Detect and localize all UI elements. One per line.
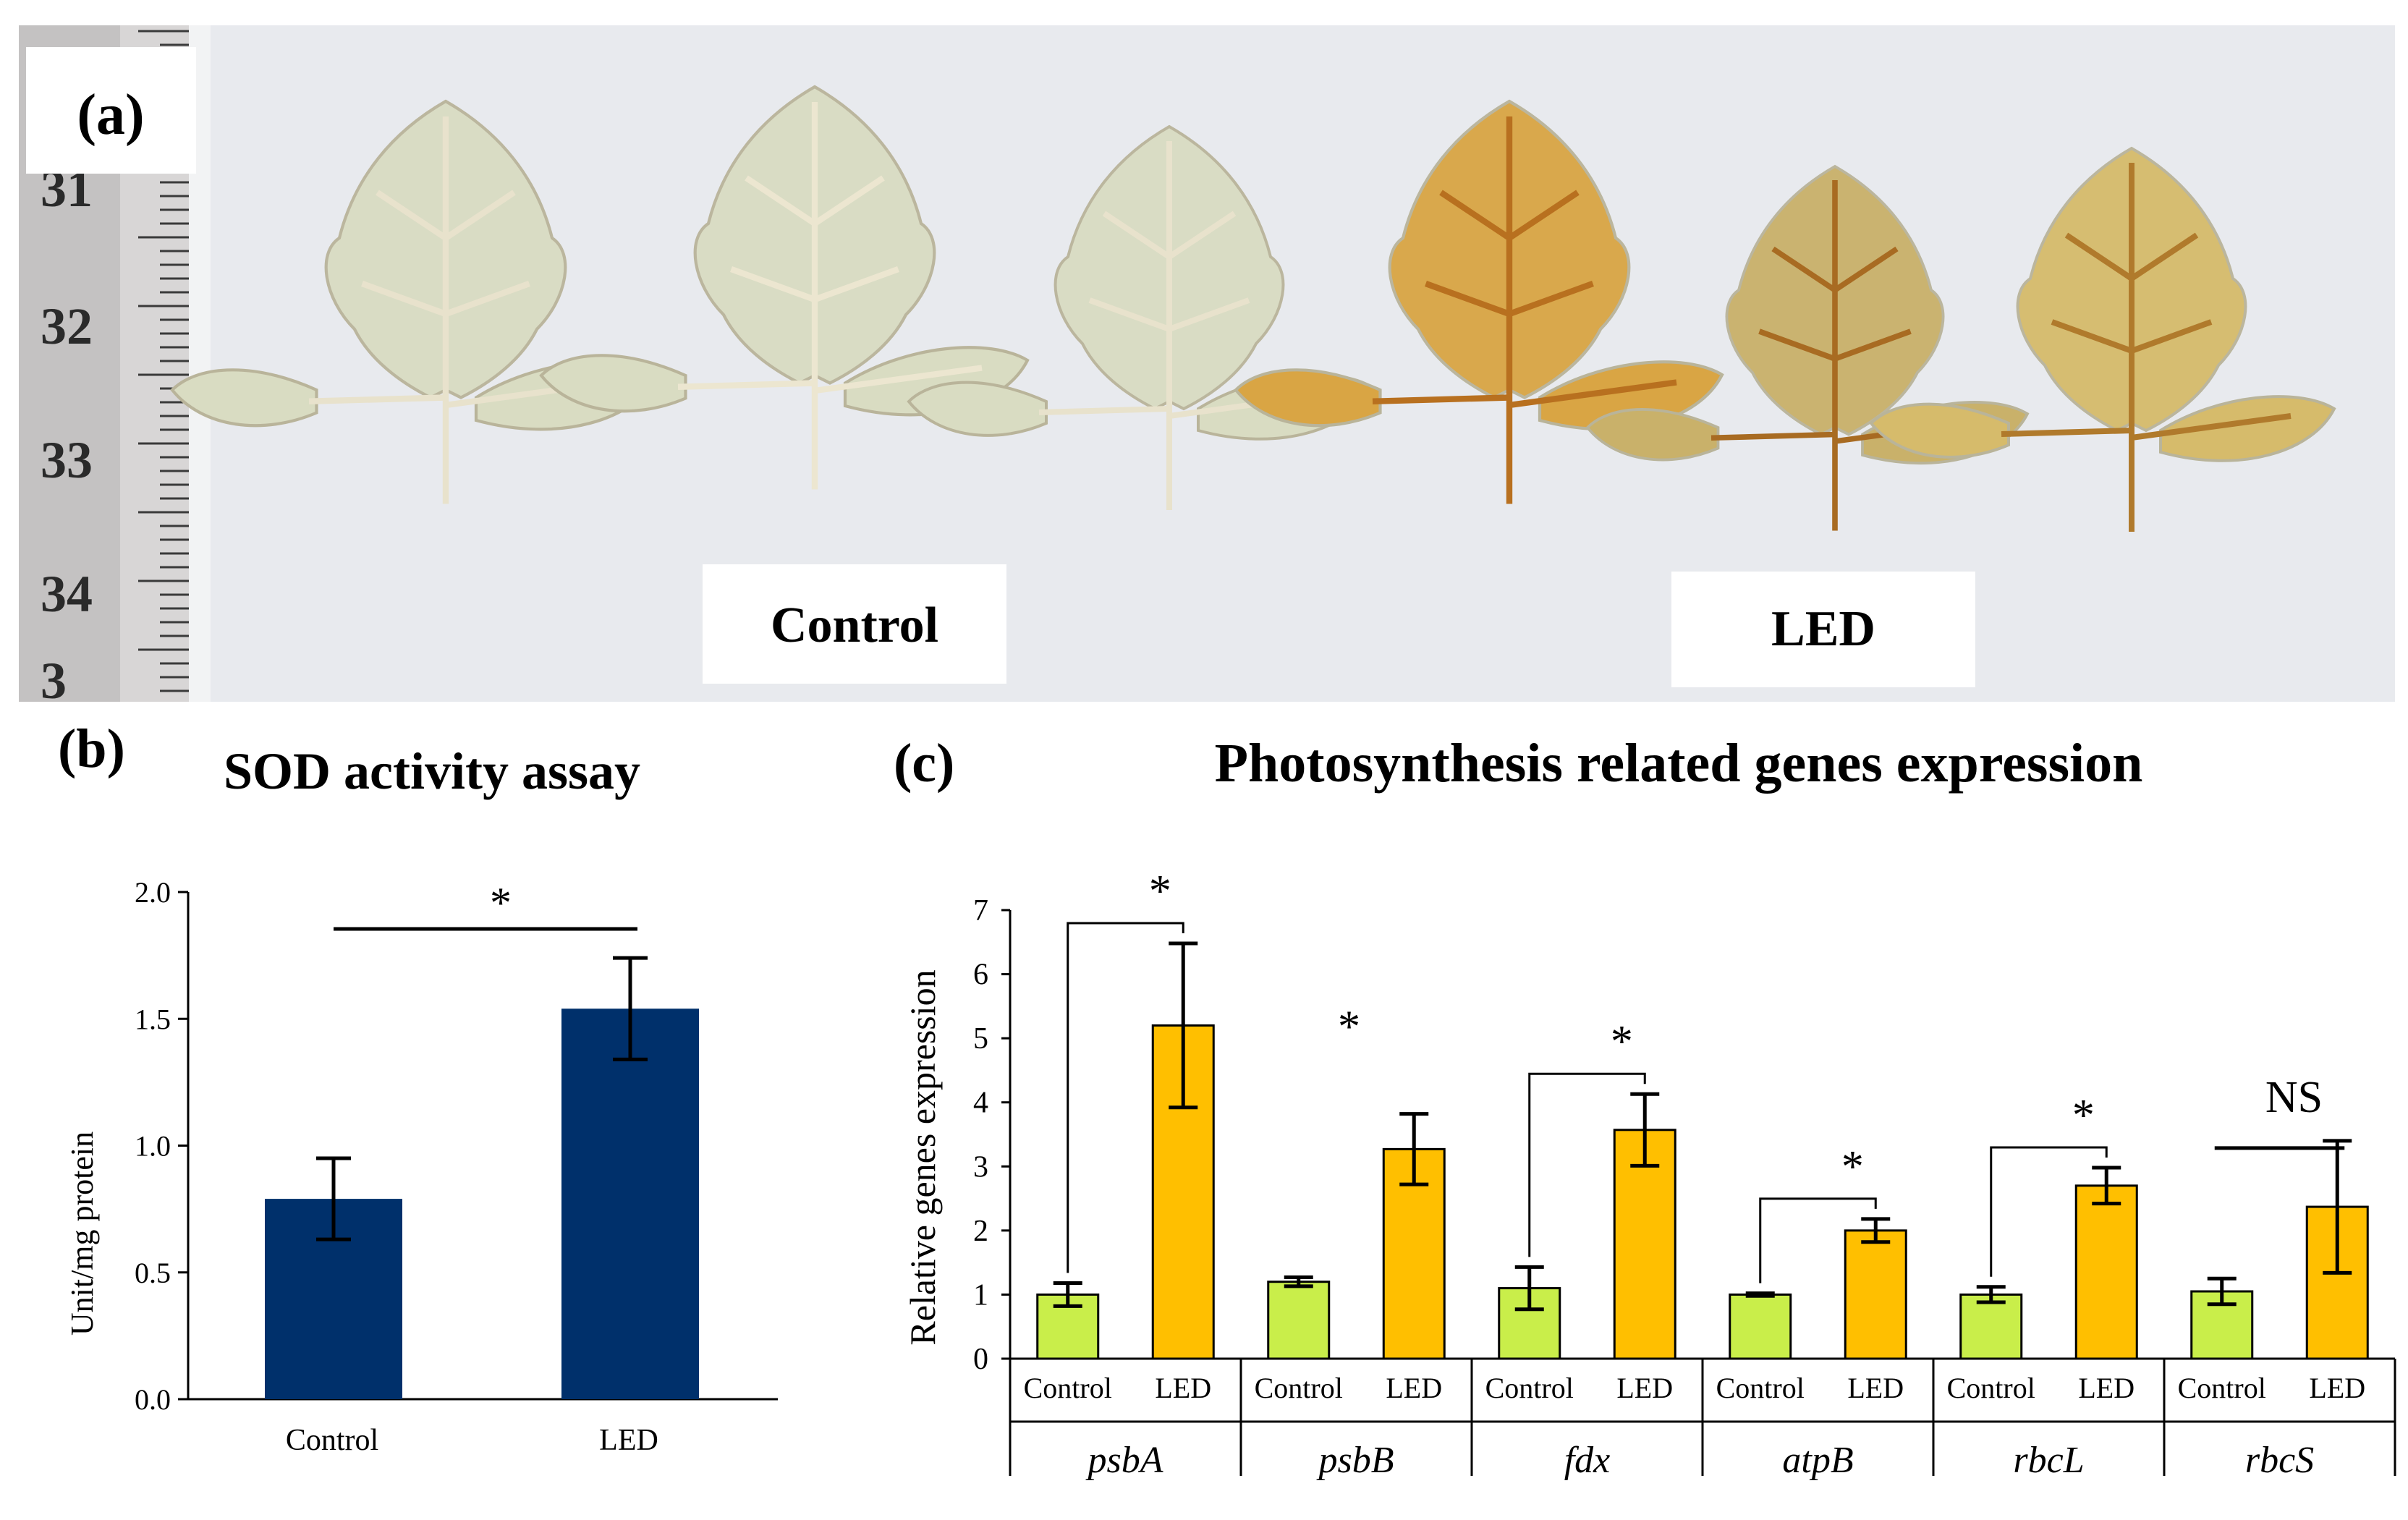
panel-b-label: (b) [58, 718, 125, 779]
y-tick-label: 2.0 [135, 876, 171, 909]
x-tick-label: Control [2178, 1372, 2266, 1404]
chart-c-marks: Control LED psbA * Control LED psbB * Control LED… [1024, 867, 2369, 1481]
significance-bracket [1990, 1146, 2108, 1277]
bar [1959, 1293, 2023, 1360]
control-label-box [703, 564, 1006, 684]
leaf [1234, 99, 1724, 504]
significance-star: * [2072, 1091, 2095, 1140]
chart-c-ylabel: Relative genes expression [902, 969, 943, 1345]
significance-star: * [1841, 1142, 1864, 1192]
panel-a-label: (a) [77, 83, 144, 147]
x-tick-label: LED [1155, 1372, 1211, 1404]
significance-star: * [1149, 867, 1171, 916]
leaflet [907, 381, 1048, 437]
chart-c-axes: 0 1 2 3 4 5 6 7 [973, 894, 2396, 1476]
x-tick-label: Control [286, 1424, 378, 1457]
significance-star: * [1611, 1017, 1633, 1066]
y-tick-label: 1 [973, 1278, 988, 1312]
significance-bracket [1759, 1197, 1877, 1283]
leaf-photo-panel: 31 32 33 34 3 (a) Control LED [19, 25, 2395, 702]
bar [1267, 1281, 1331, 1360]
significance-label: NS [2265, 1073, 2323, 1122]
x-tick-label: LED [1386, 1372, 1442, 1404]
gene-label: rbcL [2013, 1440, 2084, 1481]
led-label-box [1671, 572, 1975, 687]
leaf-vein [677, 102, 983, 490]
chart-b-marks: Control LED * [265, 879, 699, 1457]
leaflet [539, 354, 687, 413]
bar [2074, 1184, 2138, 1360]
leaflet [1234, 368, 1382, 428]
gene-label: fdx [1564, 1440, 1611, 1481]
x-tick-label: Control [1716, 1372, 1805, 1404]
leaf-vein [1710, 179, 1987, 531]
panel-label-box [26, 47, 196, 174]
y-tick-label: 2 [973, 1215, 988, 1248]
leaf-vein [1372, 116, 1677, 504]
chart-c-title: Photosynthesis related genes expression [1215, 733, 2143, 794]
gene-label: psbA [1085, 1440, 1163, 1481]
bar [1844, 1229, 1907, 1360]
ruler-number: 32 [41, 297, 93, 355]
y-tick-label: 6 [973, 959, 988, 992]
y-tick-label: 7 [973, 894, 988, 927]
x-tick-label: LED [2078, 1372, 2134, 1404]
gene-label: rbcS [2245, 1440, 2314, 1481]
significance-bracket [1067, 922, 1184, 1273]
y-tick-label: 1.0 [135, 1130, 171, 1163]
x-tick-label: LED [2309, 1372, 2365, 1404]
control-group-label: Control [771, 598, 938, 653]
ruler-number: 3 [41, 652, 67, 702]
x-tick-label: Control [1947, 1372, 2035, 1404]
leaf [1869, 146, 2336, 532]
y-tick-label: 3 [973, 1150, 988, 1184]
led-group-label: LED [1771, 601, 1875, 657]
leaflet [2159, 395, 2336, 462]
y-tick-label: 0.0 [135, 1383, 171, 1416]
leaf [170, 99, 661, 504]
leaves-group [170, 85, 2336, 532]
significance-star: * [1338, 1003, 1360, 1052]
leaf-vein [1038, 141, 1329, 510]
y-tick-label: 4 [973, 1087, 988, 1120]
gene-label: psbB [1316, 1440, 1394, 1481]
leaflet [170, 368, 318, 428]
x-tick-label: Control [1255, 1372, 1343, 1404]
panel-c-label: (c) [894, 733, 954, 794]
bar [1729, 1293, 1792, 1360]
x-tick-label: LED [599, 1424, 658, 1457]
x-tick-label: Control [1485, 1372, 1574, 1404]
leaf-vein [308, 116, 614, 504]
ruler-number: 34 [41, 565, 93, 623]
leaflet [1585, 408, 1720, 462]
bar [561, 1009, 699, 1399]
bar [1613, 1129, 1676, 1360]
y-tick-label: 0.5 [135, 1257, 171, 1289]
significance-star: * [490, 879, 512, 927]
ruler-number: 33 [41, 431, 93, 489]
bar [2305, 1205, 2369, 1360]
x-tick-label: Control [1024, 1372, 1112, 1404]
x-tick-label: LED [1616, 1372, 1673, 1404]
y-tick-label: 1.5 [135, 1003, 171, 1035]
significance-bracket [1528, 1072, 1646, 1257]
gene-expression-chart: (c) Photosynthesis related genes express… [894, 733, 2396, 1481]
gene-label: atpB [1782, 1440, 1853, 1481]
leaflet [1869, 402, 2010, 459]
x-tick-label: LED [1847, 1372, 1904, 1404]
y-tick-label: 5 [973, 1022, 988, 1056]
leaf-vein [2001, 163, 2292, 532]
chart-b-title: SOD activity assay [224, 742, 640, 800]
chart-b-ylabel: Unit/mg protein [64, 1131, 100, 1336]
sod-activity-chart: (b) SOD activity assay Unit/mg protein 0… [58, 718, 778, 1457]
y-tick-label: 0 [973, 1343, 988, 1376]
